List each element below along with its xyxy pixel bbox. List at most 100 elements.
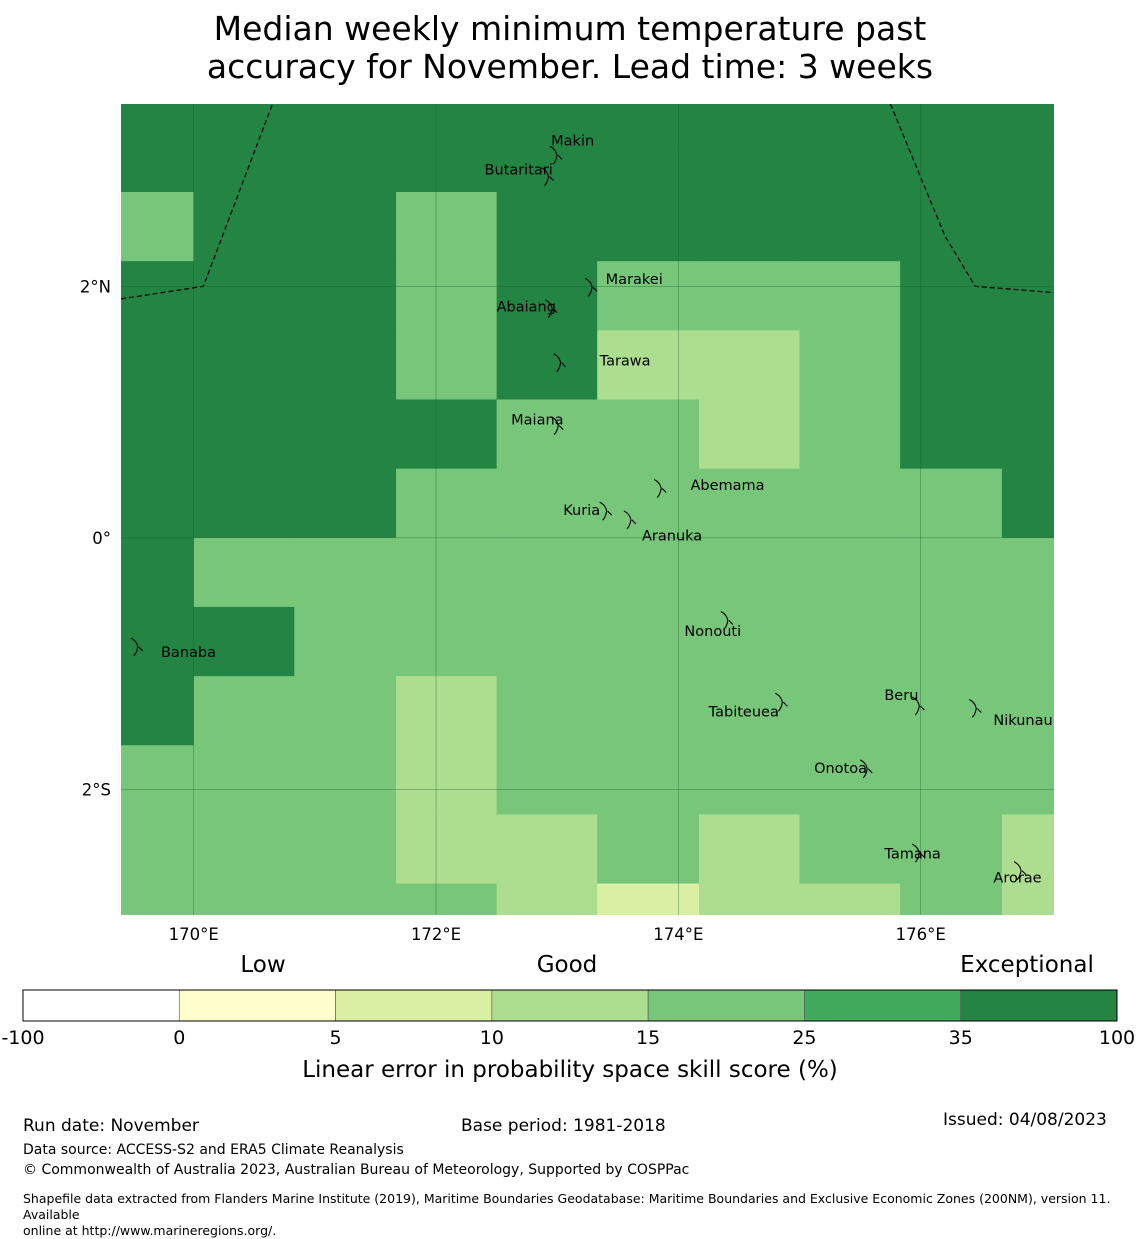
skill-cell: [496, 261, 598, 331]
skill-cell: [396, 883, 498, 915]
skill-cell: [121, 192, 195, 262]
skill-cell: [698, 330, 801, 401]
island-outline: [544, 299, 558, 319]
issued-date: Issued: 04/08/2023: [943, 1110, 1107, 1130]
skill-cell: [496, 330, 598, 401]
skill-cell: [597, 676, 700, 746]
skill-cell: [294, 150, 397, 193]
skill-cell: [294, 192, 397, 262]
skill-cell: [1001, 330, 1054, 401]
skill-cell: [496, 745, 598, 816]
skill-cell: [193, 883, 295, 915]
skill-cell: [121, 104, 195, 152]
skill-cell: [1001, 606, 1054, 677]
colorbar-tick-label: 100: [1099, 1027, 1135, 1049]
colorbar-tick-label: -100: [1, 1027, 44, 1049]
skill-cell: [121, 606, 195, 677]
map-title-line-1: Median weekly minimum temperature past: [213, 9, 927, 48]
skill-cell: [294, 814, 397, 885]
skill-cell: [698, 606, 801, 677]
island-label: Kuria: [563, 503, 600, 519]
shapefile-credit-line-1: Shapefile data extracted from Flanders M…: [23, 1191, 1111, 1222]
skill-cell: [396, 104, 498, 152]
axis-labels: 170°E 172°E 174°E 176°E 2°N 0° 2°S: [80, 277, 946, 944]
copyright-notice: © Commonwealth of Australia 2023, Austra…: [23, 1162, 690, 1178]
eez-boundary-line: [889, 104, 1054, 294]
island-outline: [130, 637, 144, 657]
island-label: Nonouti: [684, 624, 741, 640]
skill-cell: [698, 104, 801, 152]
island-label: Abaiang: [497, 299, 556, 315]
skill-cell: [496, 883, 598, 915]
skill-cell: [799, 814, 901, 885]
skill-cell: [698, 399, 801, 470]
skill-cell: [1001, 745, 1054, 816]
island-outline: [550, 416, 564, 436]
graticule: [121, 104, 1054, 915]
skill-cell: [698, 745, 801, 816]
island-outline: [553, 353, 567, 373]
skill-cell: [396, 330, 498, 401]
longitude-tick-label: 176°E: [896, 925, 946, 944]
skill-cell: [294, 468, 397, 539]
skill-cell: [1001, 537, 1054, 608]
skill-cell: [597, 745, 700, 816]
island-outline: [720, 611, 734, 630]
latitude-tick-label: 2°N: [80, 277, 111, 296]
skill-cell: [294, 606, 397, 677]
longitude-tick-label: 174°E: [653, 925, 703, 944]
skill-cell: [294, 399, 397, 470]
island-label: Tamana: [883, 846, 940, 862]
island-label: Banaba: [161, 645, 216, 661]
skill-cell: [294, 104, 397, 152]
skill-cell: [698, 883, 801, 915]
skill-cell: [121, 745, 195, 816]
skill-cell: [396, 192, 498, 262]
skill-cell: [1001, 468, 1054, 539]
skill-cell: [396, 399, 498, 470]
skill-cell: [294, 537, 397, 608]
island-label: Maiana: [511, 413, 563, 429]
island-label: Makin: [551, 133, 594, 149]
skill-cell: [597, 883, 700, 915]
skill-cell: [799, 192, 901, 262]
skill-cell: [193, 606, 295, 677]
skill-cell: [496, 399, 598, 470]
skill-cell: [900, 104, 1003, 152]
skill-cell: [1001, 150, 1054, 193]
skill-cell: [900, 606, 1003, 677]
skill-cell: [799, 468, 901, 539]
skill-cell: [121, 399, 195, 470]
island-label: Tabiteuea: [708, 704, 779, 720]
skill-cell: [597, 261, 700, 331]
data-source: Data source: ACCESS-S2 and ERA5 Climate …: [23, 1142, 404, 1158]
skill-cell: [396, 537, 498, 608]
skill-cell: [396, 150, 498, 193]
island-label: Nikunau: [993, 713, 1052, 729]
island-outline: [599, 501, 613, 521]
longitude-tick-label: 172°E: [411, 925, 461, 944]
skill-cell: [396, 676, 498, 746]
skill-cell: [193, 330, 295, 401]
island-outline: [912, 696, 925, 716]
eez-boundaries: [121, 104, 1054, 300]
colorbar-segment: [647, 989, 805, 1022]
skill-cell: [193, 104, 295, 152]
skill-cell: [597, 606, 700, 677]
skill-cell: [698, 814, 801, 885]
skill-cell: [597, 814, 700, 885]
skill-cell: [900, 468, 1003, 539]
skill-cell: [1001, 676, 1054, 746]
skill-cell: [496, 150, 598, 193]
island-outline: [968, 699, 982, 718]
skill-cell: [496, 468, 598, 539]
skill-cell: [900, 150, 1003, 193]
island-label: Abemama: [690, 478, 764, 494]
skill-cell: [496, 606, 598, 677]
map-title: Median weekly minimum temperature past a…: [0, 10, 1140, 86]
skill-cell: [396, 468, 498, 539]
skill-cell: [1001, 883, 1054, 915]
island-outline: [859, 759, 873, 779]
skill-cell: [698, 192, 801, 262]
skill-cell: [900, 883, 1003, 915]
